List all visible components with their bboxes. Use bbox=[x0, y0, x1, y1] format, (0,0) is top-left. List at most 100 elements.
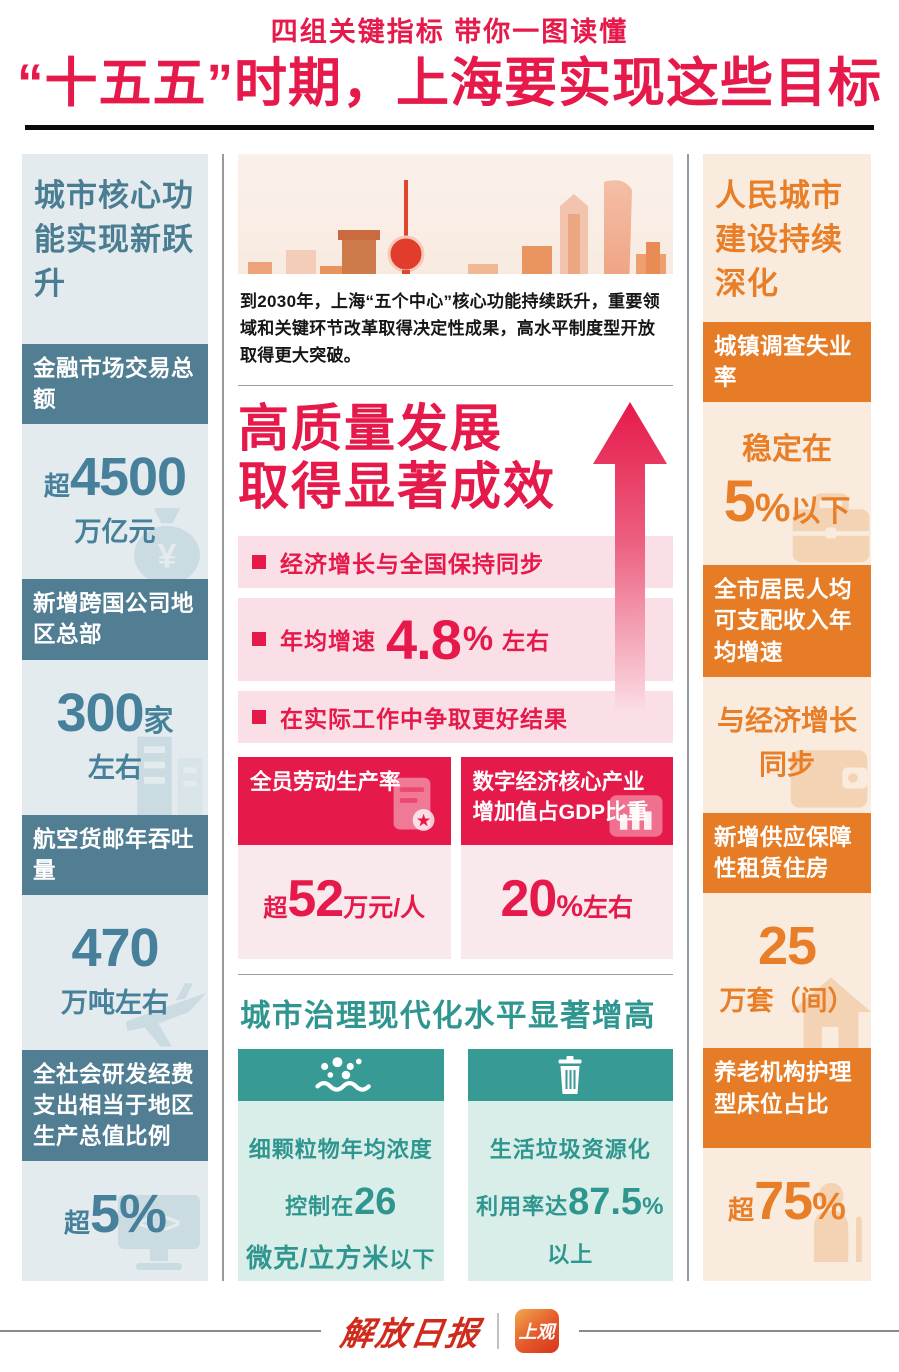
stat-number-line: 470 bbox=[26, 917, 204, 979]
card-line2-pre: 利用率达 bbox=[476, 1194, 569, 1220]
stat-number-line: 超5% bbox=[26, 1183, 204, 1245]
box-label-text: 全员劳动生产率 bbox=[250, 769, 401, 794]
certificate-icon: ★ bbox=[393, 777, 434, 831]
shanghai-observer-app-icon: 上观 bbox=[514, 1309, 559, 1354]
left-column: 城市核心功能实现新跃升 金融市场交易总额 ¥ 超4500 万亿元 新增跨国公司地… bbox=[22, 154, 208, 1282]
card-number: 26 bbox=[354, 1181, 397, 1224]
stat-number-line: 超75% bbox=[707, 1170, 867, 1232]
box-unit: 万元/人 bbox=[343, 893, 426, 922]
stat-multinational-hq: 新增跨国公司地区总部 300家 左右 bbox=[22, 579, 208, 815]
stat-label: 全社会研发经费支出相当于地区生产总值比例 bbox=[22, 1049, 208, 1161]
box-unit: 左右 bbox=[583, 893, 634, 922]
card-line1: 生活垃圾资源化 bbox=[489, 1136, 651, 1162]
logo-separator bbox=[496, 1313, 499, 1350]
bullet-text-suffix: 左右 bbox=[502, 628, 551, 655]
stat-number: 4500 bbox=[69, 447, 187, 508]
svg-text:★: ★ bbox=[416, 812, 430, 829]
svg-text:< >: < > bbox=[137, 1207, 180, 1240]
quality-title-line1: 高质量发展 bbox=[238, 399, 504, 457]
stat-value: 25 万套（间） bbox=[703, 893, 871, 1049]
box-value: 20%左右 bbox=[460, 844, 673, 959]
stat-income-growth: 全市居民人均可支配收入年均增速 与经济增长 同步 bbox=[703, 565, 871, 813]
footer: 解放日报 上观 策划|胡幸阳 制图|黄海昕 张龑飞 王晨 bbox=[0, 1307, 899, 1372]
stat-label: 全市居民人均可支配收入年均增速 bbox=[703, 565, 871, 677]
stat-number-line: 5%以下 bbox=[707, 468, 867, 535]
card-header bbox=[238, 1048, 444, 1101]
quality-title-line2: 取得显著成效 bbox=[238, 457, 557, 515]
stat-line1: 与经济增长 bbox=[716, 704, 857, 736]
stat-unemployment: 城镇调查失业率 稳定在 5%以下 bbox=[703, 322, 871, 565]
stat-suffix: 以下 bbox=[790, 495, 851, 529]
growth-rate-number: 4.8 bbox=[386, 607, 462, 671]
stat-value: 470 万吨左右 bbox=[22, 895, 208, 1050]
vertical-divider-right bbox=[687, 154, 689, 1282]
quality-bullet-list: 经济增长与全国保持同步 年均增速 4.8 % 左右 在实际工作中争取更好结果 bbox=[238, 535, 673, 743]
quality-stat-boxes: 全员劳动生产率 ★ 超52万元/人 bbox=[238, 756, 673, 959]
pm25-particles-icon bbox=[315, 1057, 371, 1092]
box-label-text: 数字经济核心产业增加值占GDP比重 bbox=[472, 769, 649, 824]
card-line3: 以上 bbox=[547, 1241, 594, 1267]
stat-number: 300 bbox=[56, 682, 144, 743]
bullet-item-1: 经济增长与全国保持同步 bbox=[238, 535, 673, 588]
stat-value: 300家 左右 bbox=[22, 660, 208, 815]
stat-prefix: 超 bbox=[43, 471, 70, 502]
card-line2-pre: 控制在 bbox=[285, 1194, 355, 1220]
bullet-item-3: 在实际工作中争取更好结果 bbox=[238, 690, 673, 743]
stat-line1: 稳定在 bbox=[742, 433, 832, 467]
stat-label: 新增跨国公司地区总部 bbox=[22, 579, 208, 660]
stat-nursing-beds: 养老机构护理型床位占比 超75% bbox=[703, 1048, 871, 1262]
airplane-icon bbox=[125, 982, 207, 1047]
card-number: 87.5 bbox=[568, 1181, 643, 1224]
box-label: 数字经济核心产业增加值占GDP比重 bbox=[460, 756, 673, 845]
stat-rental-housing: 新增供应保障性租赁住房 25 万套（间） bbox=[703, 813, 871, 1049]
footer-line-left bbox=[0, 1330, 321, 1333]
labor-productivity-box: 全员劳动生产率 ★ 超52万元/人 bbox=[238, 756, 451, 959]
stat-rd-spending: 全社会研发经费支出相当于地区生产总值比例 < > 超5% bbox=[22, 1049, 208, 1275]
stat-number-line: 300家 bbox=[26, 682, 204, 744]
box-value: 超52万元/人 bbox=[238, 844, 451, 959]
stat-number-line: 25 bbox=[707, 915, 867, 977]
stat-unit: 万亿元 bbox=[74, 517, 156, 548]
shanghai-skyline-image bbox=[238, 154, 673, 274]
stat-label: 金融市场交易总额 bbox=[22, 344, 208, 425]
house-icon bbox=[790, 977, 871, 1049]
stat-label: 新增供应保障性租赁住房 bbox=[703, 813, 871, 894]
box-number: 20 bbox=[500, 869, 557, 928]
card-line3: 微克/立方米以下 bbox=[244, 1236, 438, 1282]
elderly-person-icon bbox=[813, 1182, 862, 1262]
section-divider-1 bbox=[238, 384, 673, 386]
stat-prefix: 超 bbox=[63, 1207, 90, 1238]
bullet-text: 经济增长与全国保持同步 bbox=[280, 550, 544, 577]
card-value: 细颗粒物年均浓度 控制在26 微克/立方米以下 bbox=[238, 1100, 444, 1282]
vertical-divider-left bbox=[222, 154, 224, 1282]
governance-title: 城市治理现代化水平显著增高 bbox=[240, 998, 656, 1033]
box-label: 全员劳动生产率 ★ bbox=[238, 756, 451, 845]
stat-percent: % bbox=[812, 1185, 846, 1228]
quality-growth-section: 高质量发展 取得显著成效 经济增长与全国保持同步 年均增速 4.8 % 左右 bbox=[238, 400, 673, 959]
bullet-square-icon bbox=[252, 709, 266, 724]
waste-recycling-card: 生活垃圾资源化 利用率达87.5% 以上 bbox=[467, 1048, 673, 1282]
stat-unit: 左右 bbox=[88, 752, 142, 783]
growth-rate-percent: % bbox=[462, 619, 495, 658]
stat-label: 养老机构护理型床位占比 bbox=[703, 1048, 871, 1148]
intro-paragraph: 到2030年，上海“五个中心”核心功能持续跃升，重要领域和关键环节改革取得决定性… bbox=[240, 291, 660, 366]
bullet-item-2: 年均增速 4.8 % 左右 bbox=[238, 597, 673, 681]
stat-inline-unit: 家 bbox=[143, 704, 174, 738]
footer-line-right bbox=[578, 1330, 899, 1333]
stat-number: 75 bbox=[754, 1170, 813, 1231]
stat-label: 城镇调查失业率 bbox=[703, 322, 871, 403]
stat-prefix: 超 bbox=[728, 1194, 755, 1225]
header-divider bbox=[25, 125, 874, 131]
box-percent: % bbox=[556, 889, 583, 923]
stat-percent: % bbox=[754, 486, 791, 531]
card-suffix: 以下 bbox=[389, 1246, 436, 1272]
bullet-text: 年均增速 bbox=[280, 628, 376, 655]
trash-bin-icon bbox=[558, 1055, 582, 1094]
governance-section: 城市治理现代化水平显著增高 bbox=[238, 975, 673, 1282]
stat-number-line: 超4500 bbox=[26, 446, 204, 508]
right-column-title: 人民城市建设持续深化 bbox=[715, 178, 843, 302]
stat-financial-market: 金融市场交易总额 ¥ 超4500 万亿元 bbox=[22, 344, 208, 580]
right-column: 人民城市建设持续深化 城镇调查失业率 稳定在 5%以下 全市居民人均可支配收入年… bbox=[703, 154, 871, 1282]
wallet-icon bbox=[790, 750, 868, 809]
